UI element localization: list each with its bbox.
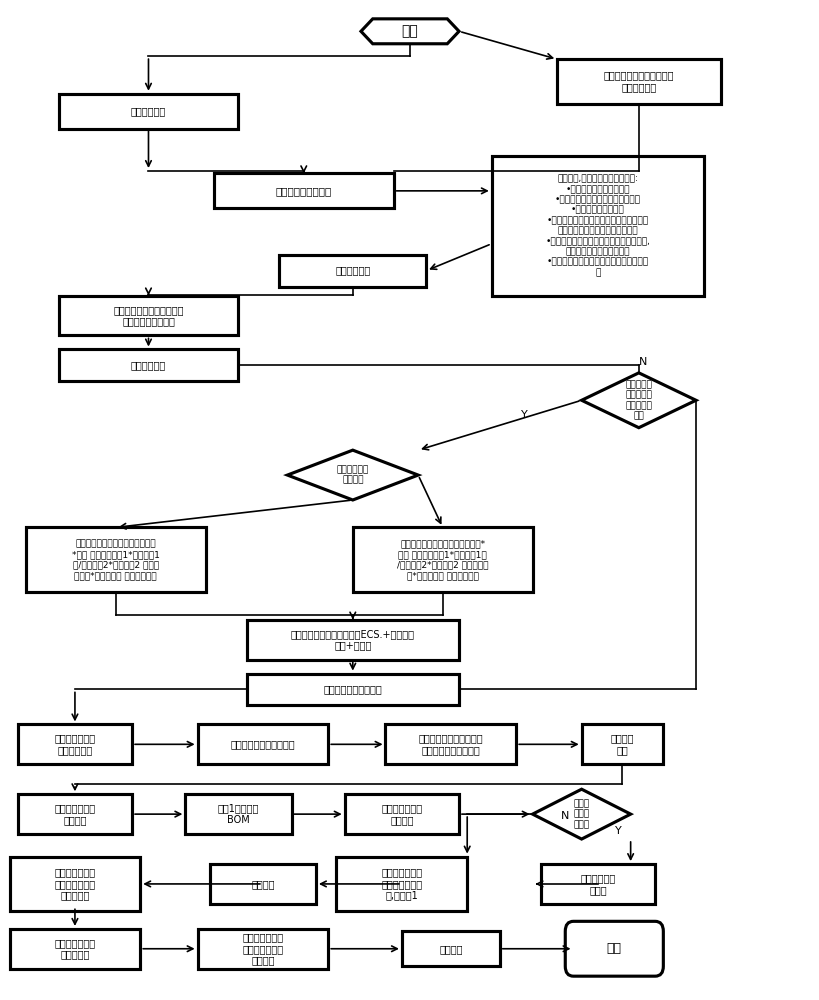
Text: 将快速录入集中
的数据保存到销
售订单中: 将快速录入集中 的数据保存到销 售订单中 — [242, 932, 283, 965]
Text: 将当前选选配结
果数据插入到快
速录入集中: 将当前选选配结 果数据插入到快 速录入集中 — [54, 867, 95, 901]
FancyBboxPatch shape — [18, 794, 132, 834]
Text: N: N — [560, 811, 568, 821]
FancyBboxPatch shape — [210, 864, 315, 904]
FancyBboxPatch shape — [581, 724, 663, 764]
FancyBboxPatch shape — [18, 724, 132, 764]
Text: 点击计算,系统自动取得以下信息:
•标准链节料品档案的节距
•从折扣表中取得该产品的最低折扣
•标准链节的物料清单
•计算出产品所需的实际节数、实际长度及
各个: 点击计算,系统自动取得以下信息: •标准链节料品档案的节距 •从折扣表中取得该产… — [545, 174, 649, 277]
Text: 用户可对品名进行修改: 用户可对品名进行修改 — [323, 684, 382, 694]
FancyBboxPatch shape — [556, 59, 720, 104]
FancyBboxPatch shape — [58, 296, 238, 335]
Text: 点击完成: 点击完成 — [251, 879, 274, 889]
Text: 生成客户料品
交叉表: 生成客户料品 交叉表 — [580, 873, 615, 895]
FancyBboxPatch shape — [10, 929, 140, 969]
Text: 名称生成方式
为按节数: 名称生成方式 为按节数 — [337, 465, 369, 485]
FancyBboxPatch shape — [344, 794, 459, 834]
Text: 系统自动生成企业料号为：ECS.+链节分类
名称+流水号: 系统自动生成企业料号为：ECS.+链节分类 名称+流水号 — [291, 629, 414, 650]
Text: 输入客户料号及
客户料品名称: 输入客户料号及 客户料品名称 — [54, 734, 95, 755]
Text: 结束: 结束 — [606, 942, 621, 955]
FancyBboxPatch shape — [214, 173, 393, 208]
FancyBboxPatch shape — [491, 156, 704, 296]
Text: 点击快速录入介
面中的确定: 点击快速录入介 面中的确定 — [54, 938, 95, 960]
Text: 点击计算：系统自动计算
出成交价及当前折扣率: 点击计算：系统自动计算 出成交价及当前折扣率 — [418, 734, 482, 755]
Text: 选择存货名称的生成方式：
按节数或按名称生成: 选择存货名称的生成方式： 按节数或按名称生成 — [113, 305, 183, 326]
FancyBboxPatch shape — [279, 255, 426, 287]
Polygon shape — [360, 19, 459, 44]
Text: 将当前选配的插
入到选配结果集
中,数量为1: 将当前选配的插 入到选配结果集 中,数量为1 — [381, 867, 422, 901]
Polygon shape — [532, 789, 630, 839]
Text: 生成1页料号的
BOM: 生成1页料号的 BOM — [217, 803, 259, 825]
FancyBboxPatch shape — [401, 931, 500, 966]
Text: 选择计量单位: 选择计量单位 — [335, 266, 370, 276]
Text: 生成客户料品销
售价格表: 生成客户料品销 售价格表 — [381, 803, 422, 825]
FancyBboxPatch shape — [58, 94, 238, 129]
Text: Y: Y — [520, 410, 527, 420]
FancyBboxPatch shape — [336, 857, 467, 911]
FancyBboxPatch shape — [10, 857, 140, 911]
FancyBboxPatch shape — [564, 921, 663, 976]
Polygon shape — [581, 373, 695, 428]
FancyBboxPatch shape — [540, 864, 654, 904]
FancyBboxPatch shape — [385, 724, 516, 764]
Text: 输入链节长度或节数: 输入链节长度或节数 — [275, 186, 332, 196]
Text: 手工录入物料信息：链节、
隔片、接头等: 手工录入物料信息：链节、 隔片、接头等 — [603, 70, 673, 92]
Text: 生成的企业料品名称为：链节代码
*节数 节＋隔片代码1*隔片数量1
片/隔片代码2*隔片数量2 片＋接
头代码*接头数量套 接头安装方式: 生成的企业料品名称为：链节代码 *节数 节＋隔片代码1*隔片数量1 片/隔片代码… — [72, 540, 160, 580]
FancyBboxPatch shape — [58, 349, 238, 381]
Text: 保存订单: 保存订单 — [439, 944, 462, 954]
FancyBboxPatch shape — [247, 620, 459, 660]
Text: 点击生成按钮: 点击生成按钮 — [131, 360, 166, 370]
Text: Y: Y — [614, 826, 621, 836]
Text: 选择标准链节: 选择标准链节 — [131, 106, 166, 116]
Text: 判断客
户料是
否录入: 判断客 户料是 否录入 — [572, 799, 589, 829]
Text: 判断企业料
品及企业料
品名称是否
录入: 判断企业料 品及企业料 品名称是否 录入 — [625, 380, 651, 420]
Text: N: N — [638, 357, 646, 367]
Text: 生成的企业料品名称为：链节代码*
长度 米＋隔片代码1*隔片数量1片
/隔片代码2*隔片数量2 片＋接头代
码*接头数量套 接头安装方式: 生成的企业料品名称为：链节代码* 长度 米＋隔片代码1*隔片数量1片 /隔片代码… — [396, 540, 488, 580]
FancyBboxPatch shape — [247, 674, 459, 705]
Text: 输入当前折扣率或成交价: 输入当前折扣率或成交价 — [230, 739, 295, 749]
FancyBboxPatch shape — [352, 527, 532, 592]
FancyBboxPatch shape — [185, 794, 291, 834]
FancyBboxPatch shape — [26, 527, 206, 592]
FancyBboxPatch shape — [197, 724, 328, 764]
Polygon shape — [287, 450, 418, 500]
Text: 点击确认
按钮: 点击确认 按钮 — [610, 734, 633, 755]
Text: 开始: 开始 — [401, 24, 418, 38]
FancyBboxPatch shape — [197, 929, 328, 969]
Text: 生成企业料号的
料品档案: 生成企业料号的 料品档案 — [54, 803, 95, 825]
